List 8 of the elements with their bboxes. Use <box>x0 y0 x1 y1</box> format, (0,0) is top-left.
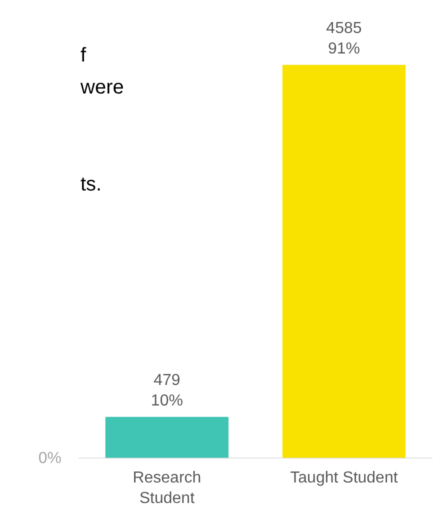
x-tick-label: Taught Student <box>290 470 398 486</box>
data-label: 4585 91% <box>326 20 362 58</box>
text: 0% <box>38 450 62 467</box>
annotation: ts. <box>80 174 102 196</box>
annotation: f <box>80 44 86 66</box>
annotation: were <box>80 76 124 98</box>
data-label: 479 10% <box>150 372 183 410</box>
x-tick-label: Research Student <box>132 470 202 507</box>
